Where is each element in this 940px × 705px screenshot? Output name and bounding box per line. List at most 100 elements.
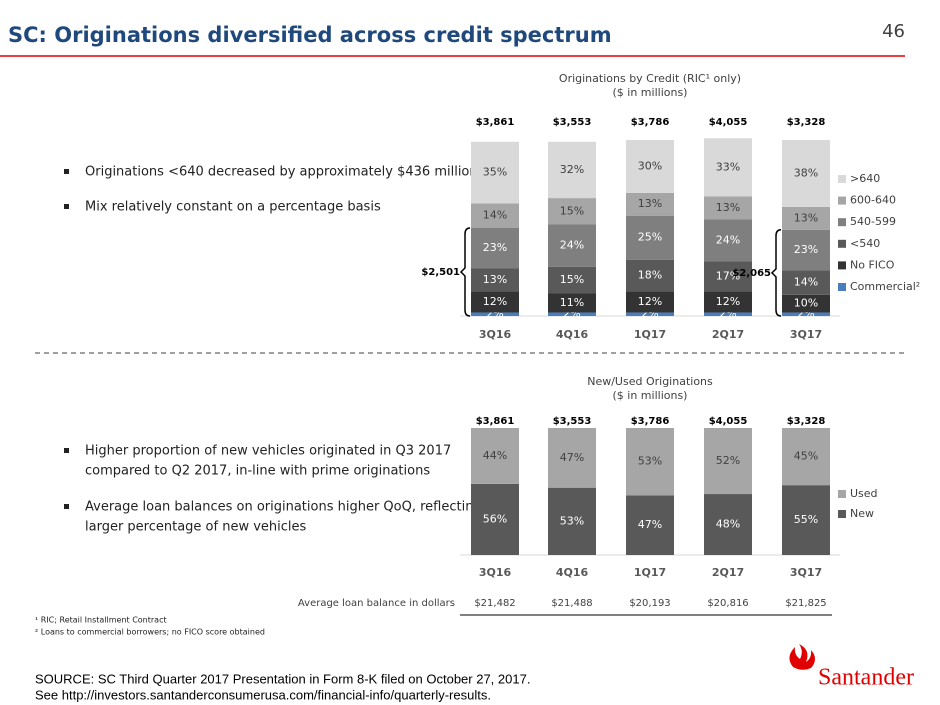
footnote: ² Loans to commercial borrowers; no FICO… bbox=[35, 628, 265, 637]
chart-title: Originations by Credit (RIC¹ only) bbox=[559, 72, 741, 85]
logo-flame bbox=[789, 644, 815, 670]
x-tick-label: 3Q16 bbox=[479, 328, 512, 341]
total-label: $3,786 bbox=[631, 117, 670, 128]
data-label: 45% bbox=[794, 450, 818, 463]
bar-segment bbox=[548, 224, 596, 267]
legend-swatch bbox=[838, 261, 846, 270]
bar-segment bbox=[782, 312, 830, 316]
source: SOURCE: SC Third Quarter 2017 Presentati… bbox=[35, 671, 530, 686]
bar-segment bbox=[548, 293, 596, 313]
x-tick-label: 3Q16 bbox=[479, 566, 512, 579]
bullet-text: larger percentage of new vehicles bbox=[85, 520, 307, 535]
x-tick-label: 1Q17 bbox=[634, 566, 666, 579]
bar-segment bbox=[704, 219, 752, 262]
legend-label: >640 bbox=[850, 172, 880, 185]
bar-segment bbox=[471, 291, 519, 313]
data-label: 24% bbox=[716, 233, 740, 246]
x-tick-label: 4Q16 bbox=[556, 566, 589, 579]
table-cell: $20,816 bbox=[707, 598, 748, 609]
bar-segment bbox=[471, 428, 519, 484]
total-label: $3,786 bbox=[631, 416, 670, 427]
bar-segment bbox=[471, 141, 519, 204]
legend-label: 540-599 bbox=[850, 215, 896, 228]
data-label: 14% bbox=[794, 276, 818, 289]
data-label: 53% bbox=[638, 455, 662, 468]
data-label: 18% bbox=[638, 269, 662, 282]
bar-segment bbox=[626, 140, 674, 193]
data-label: 33% bbox=[716, 160, 740, 173]
data-label: 23% bbox=[483, 241, 507, 254]
data-label: 12% bbox=[716, 295, 740, 308]
data-label: 17% bbox=[716, 269, 740, 282]
bar-segment bbox=[548, 141, 596, 199]
bracket bbox=[459, 227, 471, 317]
annotation: $2,065 bbox=[732, 268, 771, 279]
bar-segment bbox=[626, 259, 674, 292]
total-label: $3,861 bbox=[476, 117, 515, 128]
bar-segment bbox=[704, 138, 752, 197]
bullet-text: Average loan balances on originations hi… bbox=[85, 500, 482, 515]
total-label: $3,861 bbox=[476, 416, 515, 427]
legend-swatch bbox=[838, 218, 846, 227]
bar-segment bbox=[626, 215, 674, 260]
footnote: ¹ RIC; Retail Installment Contract bbox=[35, 616, 167, 625]
x-tick-label: 3Q17 bbox=[790, 566, 822, 579]
bar-segment bbox=[704, 312, 752, 316]
bullet-text: Higher proportion of new vehicles origin… bbox=[85, 444, 451, 459]
bullet-text: Mix relatively constant on a percentage … bbox=[85, 200, 381, 215]
data-label: 15% bbox=[560, 273, 584, 286]
bar-segment bbox=[704, 196, 752, 220]
bar-segment bbox=[471, 312, 519, 316]
data-label: 32% bbox=[560, 163, 584, 176]
logo-text: Santander bbox=[818, 665, 914, 691]
table-label: Average loan balance in dollars bbox=[298, 598, 455, 609]
bar-segment bbox=[704, 494, 752, 555]
data-label: 56% bbox=[483, 512, 507, 525]
legend-label: Used bbox=[850, 487, 878, 500]
bar-segment bbox=[704, 261, 752, 292]
slide-title: SC: Originations diversified across cred… bbox=[8, 23, 612, 47]
total-label: $4,055 bbox=[709, 117, 748, 128]
x-tick-label: 2Q17 bbox=[712, 566, 744, 579]
logo: Santander bbox=[789, 644, 914, 691]
bullet-marker bbox=[64, 448, 69, 453]
table-cell: $21,488 bbox=[551, 598, 592, 609]
bar-segment bbox=[704, 428, 752, 495]
bar-segment bbox=[626, 495, 674, 555]
total-label: $3,553 bbox=[553, 117, 592, 128]
legend-swatch bbox=[838, 239, 846, 248]
legend-label: 600-640 bbox=[850, 194, 896, 207]
legend-swatch bbox=[838, 283, 846, 291]
x-tick-label: 2Q17 bbox=[712, 328, 744, 341]
bar-segment bbox=[471, 228, 519, 269]
data-label: 13% bbox=[716, 201, 740, 214]
bar-segment bbox=[471, 483, 519, 555]
data-label: 55% bbox=[794, 513, 818, 526]
data-label: 15% bbox=[560, 204, 584, 217]
data-label: 14% bbox=[483, 209, 507, 222]
bullet-text: Originations <640 decreased by approxima… bbox=[85, 165, 504, 180]
data-label: 35% bbox=[483, 166, 507, 179]
data-label: 13% bbox=[638, 197, 662, 210]
chart-title: New/Used Originations bbox=[587, 375, 713, 388]
x-tick-label: 3Q17 bbox=[790, 328, 822, 341]
bar-segment bbox=[471, 203, 519, 228]
bar-segment bbox=[782, 140, 830, 207]
legend-swatch bbox=[838, 196, 846, 205]
bar-segment bbox=[548, 312, 596, 316]
data-label: 23% bbox=[794, 243, 818, 256]
total-label: $4,055 bbox=[709, 416, 748, 427]
data-label: 44% bbox=[483, 449, 507, 462]
total-label: $3,328 bbox=[787, 117, 826, 128]
data-label: 48% bbox=[716, 518, 740, 531]
legend-swatch bbox=[838, 490, 846, 498]
bullet-marker bbox=[64, 204, 69, 209]
source: See http://investors.santanderconsumerus… bbox=[35, 687, 491, 702]
data-label: 12% bbox=[483, 295, 507, 308]
legend-label: Commercial² bbox=[850, 280, 920, 293]
data-label: 52% bbox=[716, 454, 740, 467]
table-cell: $21,825 bbox=[785, 598, 826, 609]
bar-segment bbox=[782, 229, 830, 271]
legend-label: <540 bbox=[850, 237, 880, 250]
